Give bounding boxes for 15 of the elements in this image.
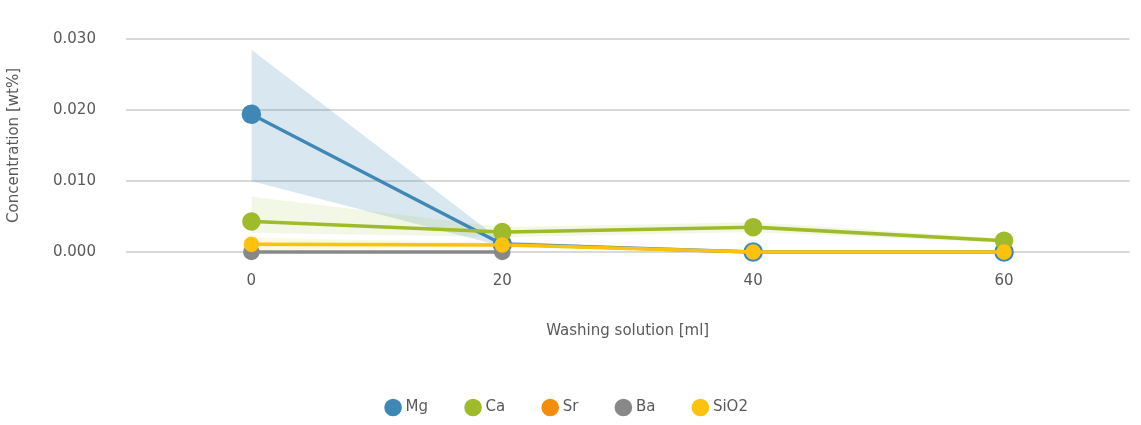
legend-label: Ba bbox=[635, 397, 656, 416]
y-axis-title: Concentration [wt%] bbox=[3, 68, 22, 223]
y-tick-label: 0.030 bbox=[52, 28, 96, 47]
legend-label: Sr bbox=[562, 397, 580, 416]
legend-label: Mg bbox=[405, 397, 429, 416]
x-tick-label: 40 bbox=[743, 270, 763, 289]
x-tick-label: 20 bbox=[492, 270, 512, 289]
y-tick-label: 0.010 bbox=[52, 170, 96, 189]
x-tick-label: 0 bbox=[246, 270, 257, 289]
legend-label: Ca bbox=[485, 397, 506, 416]
x-axis-title: Washing solution [ml] bbox=[546, 320, 710, 339]
y-tick-label: 0.020 bbox=[52, 99, 96, 118]
x-tick-label: 60 bbox=[994, 270, 1014, 289]
y-tick-label: 0.000 bbox=[52, 241, 96, 260]
legend-label: SiO2 bbox=[712, 397, 748, 416]
